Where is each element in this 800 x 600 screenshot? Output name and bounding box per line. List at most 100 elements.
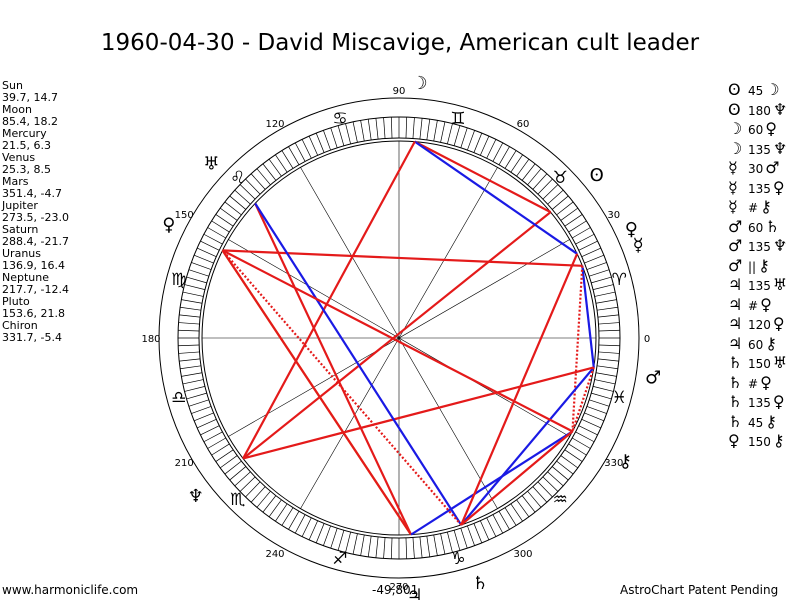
degree-label: 0 (644, 334, 650, 345)
aspect-angle: 135 (748, 279, 771, 293)
planet-position-list: Sun 39.7, 14.7 Moon 85.4, 18.2 Mercury 21.5, … (2, 80, 69, 344)
planet-glyph-icon: ♀ (728, 431, 740, 450)
degree-tick (516, 159, 530, 177)
degree-tick (598, 351, 620, 354)
planet-glyph-icon: ♂ (728, 255, 743, 275)
aspect-angle: 135 (748, 142, 771, 157)
degree-tick (182, 379, 204, 385)
degree-tick (178, 344, 200, 347)
degree-tick (360, 120, 365, 142)
degree-tick (375, 536, 379, 558)
planet-glyph-icon: ⚷ (772, 431, 785, 450)
planet-glyph-icon: ♆ (772, 138, 788, 158)
degree-tick (547, 189, 564, 205)
aspect-angle: || (748, 259, 757, 274)
planet-glyph-icon: ☿ (728, 177, 738, 197)
degree-tick (178, 351, 200, 354)
degree-tick (301, 517, 312, 537)
degree-tick (383, 117, 386, 139)
degree-tick (560, 207, 578, 221)
zodiac-sign-icon: ♉ (553, 168, 568, 188)
planet-coords: 39.7, 14.7 (2, 91, 58, 104)
degree-label: 180 (141, 334, 160, 345)
aspect-angle: 150 (748, 357, 771, 371)
degree-tick (178, 322, 200, 325)
degree-tick (196, 247, 217, 257)
degree-tick (537, 178, 553, 195)
degree-tick (586, 406, 607, 414)
aspect-angle: 150 (748, 435, 771, 449)
degree-tick (193, 412, 214, 422)
degree-tick (594, 379, 616, 385)
aspect-angle: 135 (748, 181, 771, 196)
degree-tick (337, 530, 345, 551)
footer-website: www.harmoniclife.com (2, 583, 139, 597)
planet-glyph-icon: ♄ (728, 411, 743, 431)
degree-label: 120 (265, 119, 284, 130)
planet-name: Jupiter (2, 199, 38, 212)
aspect-line (242, 141, 416, 459)
degree-tick (426, 536, 431, 557)
planet-glyph-icon: ♂ (765, 158, 780, 177)
degree-tick (586, 262, 607, 270)
planet-glyph-icon: ♀ (772, 177, 785, 197)
degree-tick (200, 240, 220, 251)
degree-tick (275, 154, 288, 173)
degree-tick (182, 291, 204, 297)
degree-tick (510, 503, 523, 522)
degree-tick (234, 189, 251, 205)
degree-tick (179, 314, 201, 318)
planet-glyph-icon: ☿ (728, 197, 738, 216)
degree-tick (352, 533, 358, 555)
planet-glyph-icon: ♀ (625, 219, 638, 240)
degree-tick (288, 146, 300, 165)
footer-credit: AstroChart Patent Pending (620, 583, 779, 597)
degree-tick (203, 233, 223, 245)
degree-tick (184, 386, 206, 392)
degree-tick (516, 499, 530, 517)
planet-glyph-icon: ♀ (772, 392, 785, 411)
planet-glyph-icon: ☽ (412, 73, 428, 94)
aspect-row: ☽ 135 ♆ (728, 139, 798, 159)
degree-tick (591, 276, 612, 284)
planet-coords: 153.6, 21.8 (2, 307, 65, 320)
aspect-angle: 45 (748, 415, 764, 430)
degree-tick (405, 117, 408, 139)
planet-coords: 288.4, -21.7 (2, 235, 69, 248)
degree-tick (207, 227, 226, 239)
aspect-angle: # (748, 298, 759, 313)
aspect-row: ʘ 180 ♆ (728, 100, 798, 120)
aspect-row: ☿ 135 ♀ (728, 178, 798, 198)
degree-tick (412, 117, 415, 139)
degree-label: 330 (604, 458, 623, 469)
degree-tick (597, 306, 618, 311)
degree-tick (250, 173, 266, 190)
degree-tick (510, 154, 523, 173)
degree-tick (301, 139, 312, 159)
degree-tick (597, 314, 619, 318)
degree-tick (412, 537, 415, 559)
degree-tick (181, 299, 203, 304)
degree-tick (181, 372, 203, 377)
degree-tick (426, 119, 431, 140)
degree-tick (294, 142, 306, 162)
degree-tick (537, 481, 553, 498)
planet-glyph-icon: ⚷ (765, 411, 777, 431)
degree-tick (178, 329, 200, 332)
planet-glyph-icon: ♄ (728, 392, 743, 411)
planet-glyph-icon: ☿ (728, 158, 738, 177)
planet-glyph-icon: ♃ (407, 586, 423, 600)
degree-tick (575, 233, 595, 245)
zodiac-sign-icon: ♐ (332, 549, 347, 569)
planet-coords: 217.7, -12.4 (2, 283, 69, 296)
degree-tick (473, 523, 483, 544)
degree-tick (419, 118, 423, 140)
zodiac-sign-icon: ♎ (171, 388, 186, 408)
degree-tick (268, 499, 282, 517)
degree-tick (551, 195, 569, 210)
footer-number: -49,801 (372, 583, 419, 597)
planet-name: Mercury (2, 127, 47, 140)
planet-glyph-icon: ☽ (765, 80, 780, 99)
degree-tick (498, 146, 510, 165)
aspect-row: ♃ 120 ♀ (728, 314, 798, 334)
